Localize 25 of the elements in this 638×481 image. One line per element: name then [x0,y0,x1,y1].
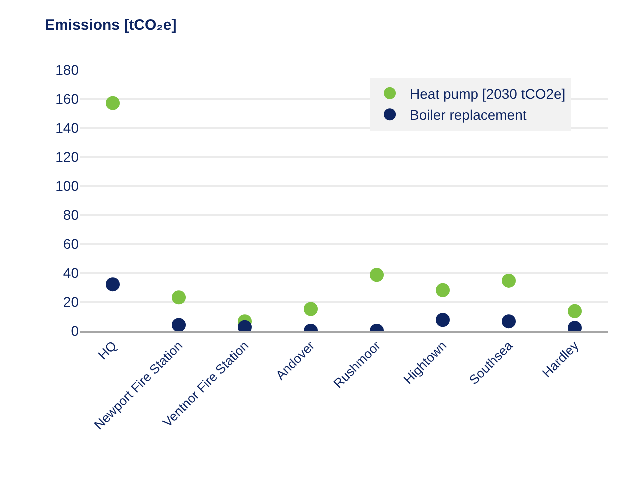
point [568,304,582,318]
point [502,314,516,329]
point [502,274,516,288]
point [106,96,120,110]
point [436,313,450,328]
point [106,278,120,292]
y-tick-label: 0 [71,322,80,339]
y-tick-label: 20 [63,294,80,310]
y-tick-label: 80 [63,206,80,223]
y-tick-label: 120 [56,148,80,165]
point [172,318,186,331]
y-tick-label: 160 [56,90,80,107]
x-tick-label: HQ [95,338,120,363]
legend-label: Heat pump [2030 tCO2e] [410,86,566,102]
point [304,302,318,316]
y-tick-label: 180 [56,62,80,78]
y-tick-label: 100 [56,178,80,194]
y-tick-label: 60 [63,236,80,252]
point [370,268,384,282]
point [436,283,450,298]
legend-label: Boiler replacement [410,107,527,124]
point [172,290,186,305]
y-tick-label: 40 [63,264,80,281]
y-tick-label: 140 [56,120,80,136]
y-axis-title: Emissions [tCO₂e] [45,17,177,34]
